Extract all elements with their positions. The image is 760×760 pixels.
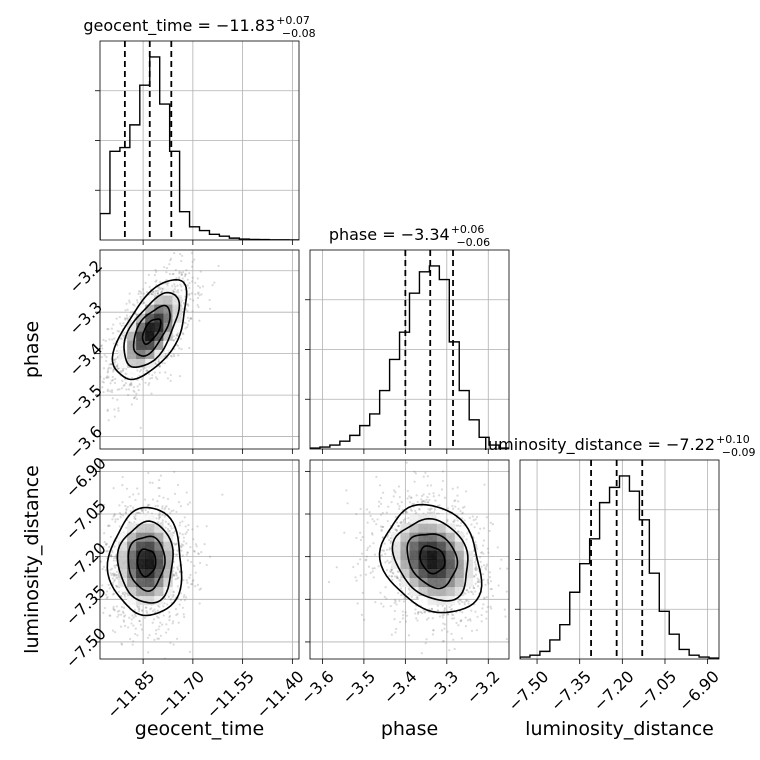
title-plus: +0.06 <box>451 223 485 236</box>
axes-frame <box>309 459 510 660</box>
title-label: phase = −3.34 <box>329 225 450 244</box>
contours <box>378 503 483 614</box>
contour-level-2 <box>123 291 181 368</box>
title-minus: −0.09 <box>722 446 756 459</box>
contour-level-0 <box>419 545 446 575</box>
title-plus: +0.07 <box>276 14 310 27</box>
contour-level-0 <box>141 318 162 345</box>
title-phase: phase = −3.34+0.06 −0.06 <box>329 223 490 249</box>
histogram-geocent_time <box>100 56 299 240</box>
x-tick-label: −3.4 <box>380 667 421 708</box>
x-tick-label: −3.5 <box>338 667 379 708</box>
title-luminosity_distance: luminosity_distance = −7.22+0.10 −0.09 <box>484 433 756 459</box>
contour-level-2 <box>116 520 174 604</box>
contour-level-1 <box>127 535 166 593</box>
y-axis-label-phase: phase <box>21 321 43 378</box>
gridlines <box>100 250 299 449</box>
x-tick-label: −7.05 <box>632 667 680 715</box>
x-tick-label: −11.85 <box>103 667 158 722</box>
axes-frame <box>99 459 300 660</box>
title-plus: +0.10 <box>716 433 750 446</box>
panel-luminosity_distance-luminosity_distance: −7.50−7.35−7.20−7.05−6.90 luminosity_dist… <box>484 433 756 715</box>
title-label: geocent_time = −11.83 <box>83 16 275 36</box>
density-cells <box>391 514 474 606</box>
axes-frame <box>99 249 300 450</box>
density-cells <box>118 286 182 378</box>
y-tick-label: −7.35 <box>62 581 110 629</box>
panel-geocent_time-geocent_time: geocent_time = −11.83+0.07 −0.08 <box>83 14 316 245</box>
panel-geocent_time-phase: −3.6−3.5−3.4−3.3−3.2 <box>65 249 300 463</box>
x-tick-label: −7.35 <box>547 667 595 715</box>
panel-phase-luminosity_distance: −3.6 −3.5 −3.4 −3.3 −3.2 <box>297 459 510 708</box>
contours <box>106 506 183 617</box>
contour-level-3 <box>106 506 183 617</box>
contour-level-0 <box>136 548 157 578</box>
contour-level-1 <box>132 304 171 357</box>
contour-level-2 <box>391 517 469 602</box>
x-tick-label: −3.6 <box>297 667 338 708</box>
contour-level-1 <box>406 533 459 590</box>
x-axis-label-geocent_time: geocent_time <box>135 718 264 740</box>
y-tick-label: −7.50 <box>62 624 110 672</box>
histogram-phase <box>310 265 509 449</box>
x-tick-label: −6.90 <box>675 667 723 715</box>
contours <box>111 278 188 381</box>
title-minus: −0.08 <box>282 27 316 40</box>
contour-level-3 <box>378 503 483 614</box>
panel-geocent_time-luminosity_distance: −11.85−11.70−11.55−11.40−7.50−7.35−7.20−… <box>62 453 308 722</box>
title-geocent_time: geocent_time = −11.83+0.07 −0.08 <box>83 14 315 40</box>
y-tick-label: −7.05 <box>62 496 110 544</box>
x-tick-label: −7.20 <box>590 667 638 715</box>
gridlines <box>100 41 299 240</box>
y-tick-label: −7.20 <box>62 539 110 587</box>
gridlines <box>520 460 719 659</box>
x-tick-label: −11.70 <box>153 667 208 722</box>
x-axis-label-phase: phase <box>381 718 438 740</box>
contour-level-3 <box>111 278 188 381</box>
y-axis-label-luminosity_distance: luminosity_distance <box>21 465 43 654</box>
histogram-luminosity_distance <box>520 475 719 659</box>
y-tick-label: −6.90 <box>62 453 110 501</box>
x-axis-label-luminosity_distance: luminosity_distance <box>525 718 714 740</box>
panel-phase-phase: phase = −3.34+0.06 −0.06 <box>305 223 510 454</box>
x-tick-label: −11.55 <box>203 667 258 722</box>
x-tick-label: −3.2 <box>463 667 504 708</box>
x-tick-label: −7.50 <box>504 667 552 715</box>
x-tick-label: −3.3 <box>421 667 462 708</box>
title-label: luminosity_distance = −7.22 <box>484 435 715 455</box>
title-minus: −0.06 <box>456 236 490 249</box>
